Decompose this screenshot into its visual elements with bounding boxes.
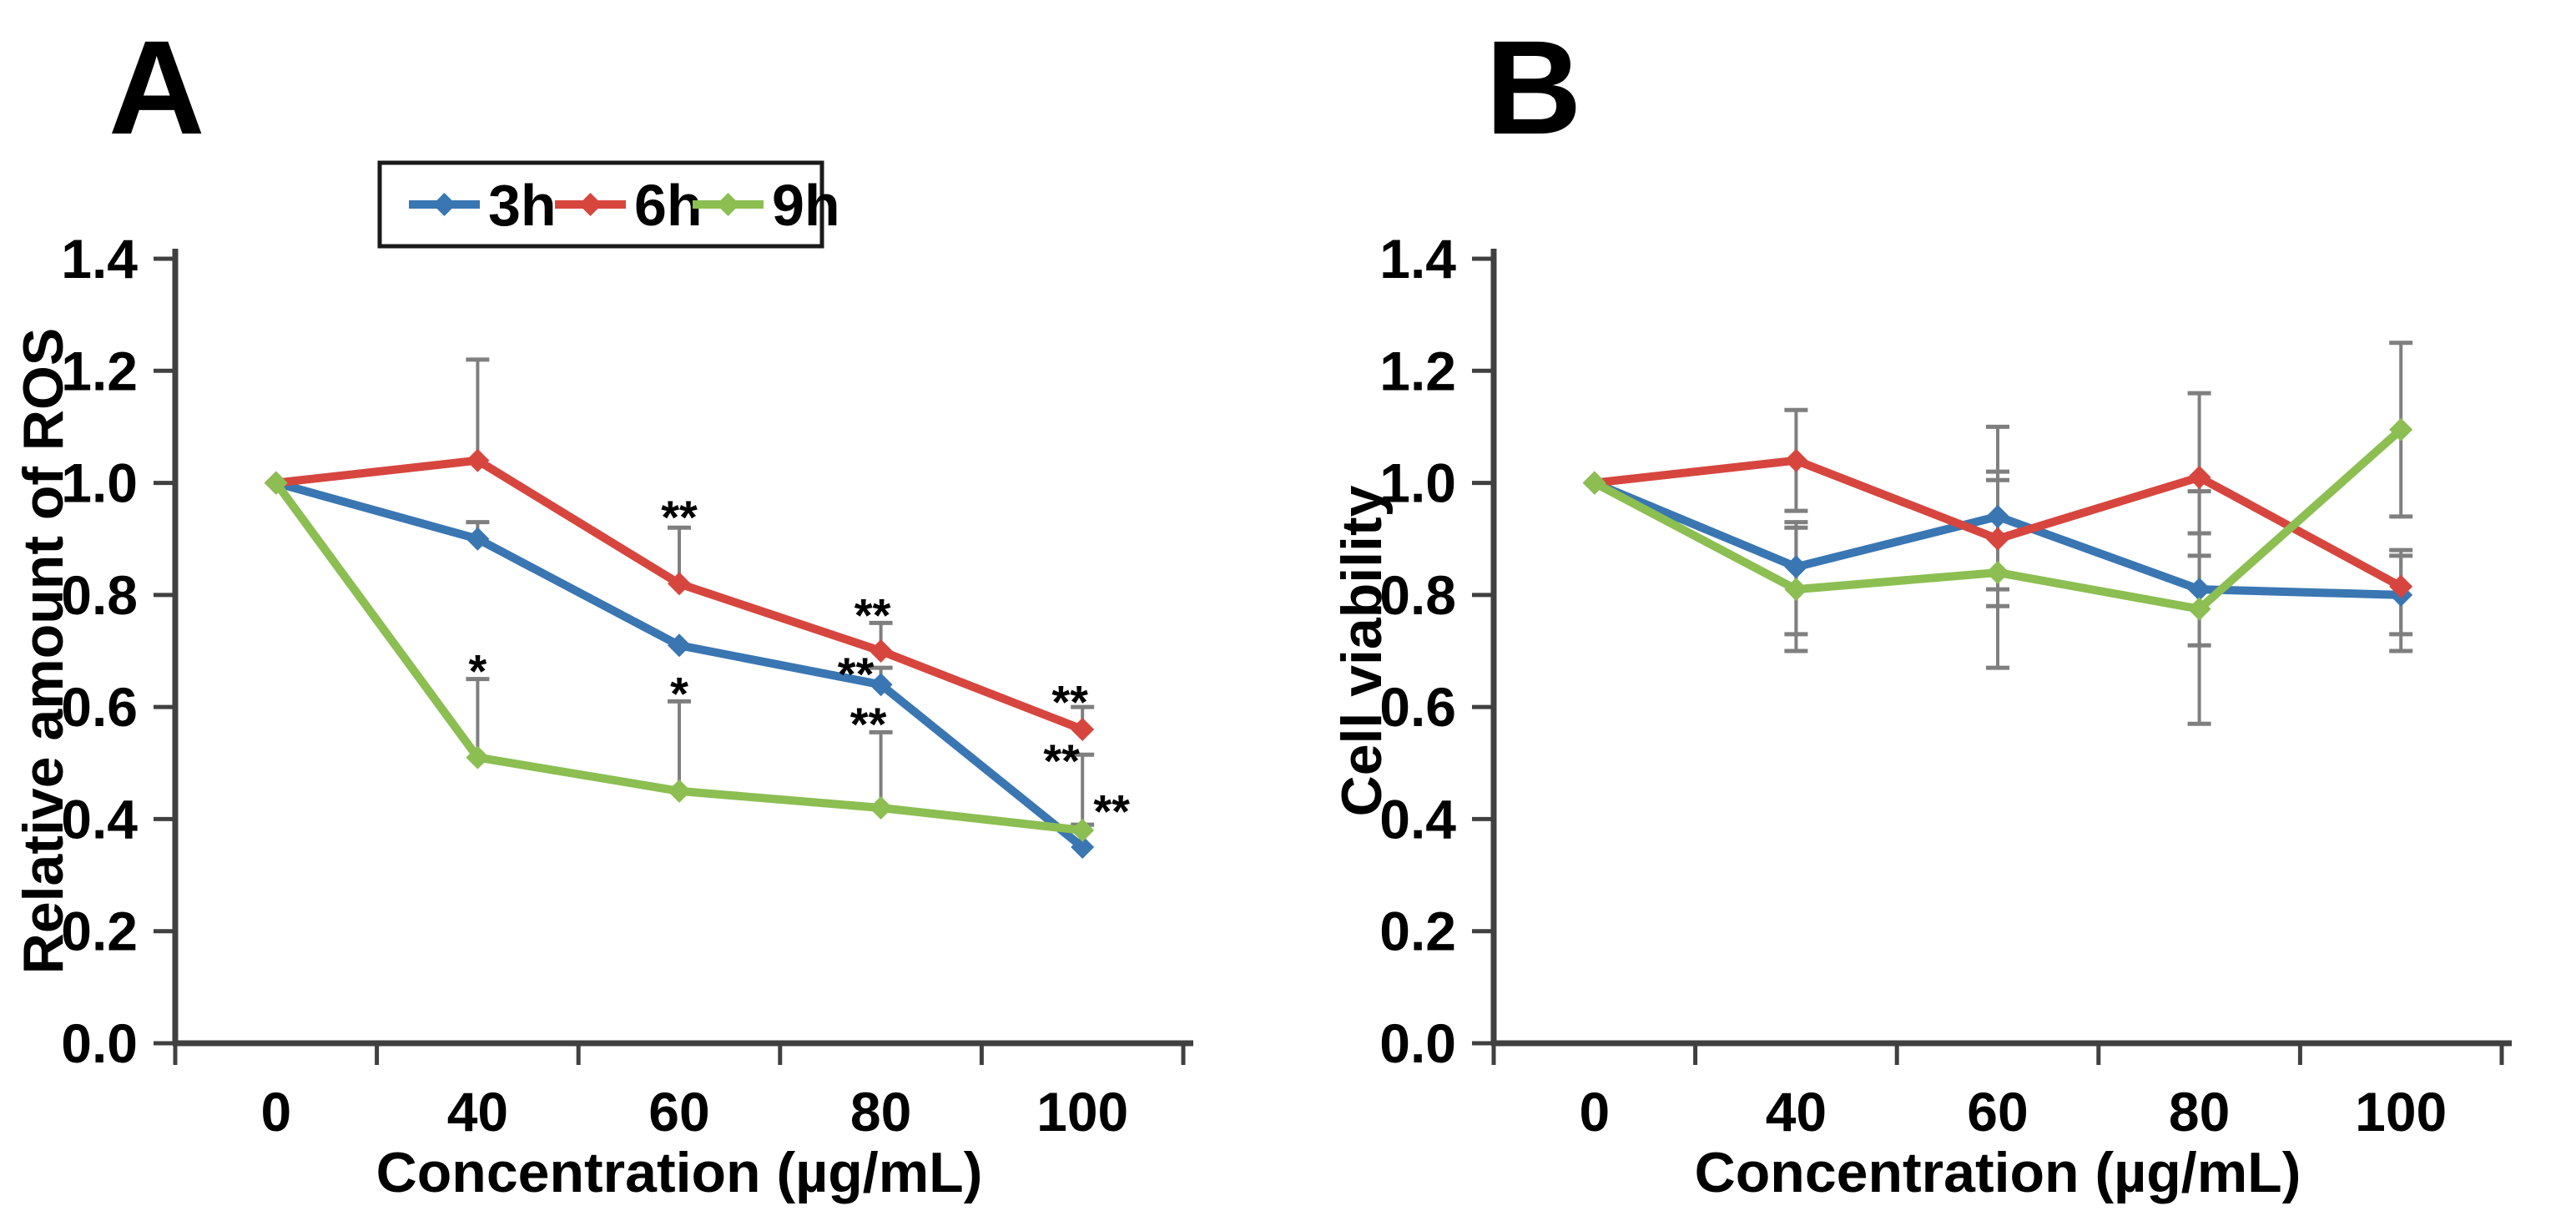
legend-label-6h: 6h <box>634 173 703 238</box>
x-tick-label: 40 <box>447 1081 508 1143</box>
legend-swatch-marker-6h <box>578 193 602 216</box>
x-tick-label: 100 <box>1036 1081 1128 1143</box>
significance-stars: ** <box>854 588 891 641</box>
significance-stars: ** <box>1043 734 1080 787</box>
y-tick-label: 1.2 <box>1379 340 1456 401</box>
significance-stars: ** <box>1093 785 1130 837</box>
x-axis-title: Concentration (µg/mL) <box>376 1141 983 1204</box>
y-tick-label: 0.0 <box>1379 1012 1456 1074</box>
y-tick-label: 1.2 <box>61 340 138 401</box>
x-axis-title: Concentration (µg/mL) <box>1695 1141 2301 1204</box>
error-bars <box>1784 341 2413 726</box>
y-tick-label: 0.6 <box>1379 676 1456 738</box>
significance-stars: ** <box>850 698 887 750</box>
significance-stars: ** <box>838 648 875 700</box>
legend: 3h 6h 9h <box>377 160 840 249</box>
y-tick-label: 0.0 <box>61 1012 138 1074</box>
x-tick-label: 60 <box>648 1081 709 1143</box>
significance-stars: * <box>469 644 487 697</box>
y-tick-label: 0.4 <box>61 788 138 850</box>
x-tick-label: 100 <box>2355 1081 2447 1143</box>
y-tick-label: 1.0 <box>61 452 138 514</box>
y-tick-label: 1.0 <box>1379 452 1456 514</box>
significance-stars: ** <box>1051 675 1088 728</box>
legend-swatch-marker-9h <box>716 193 740 216</box>
chart-panel-b: 0.0 0.2 0.4 0.6 0.8 1.0 1.2 1.4 0 40 60 80 100 Concen… <box>1330 228 2512 1204</box>
y-tick-label: 0.8 <box>61 564 138 626</box>
series-markers-9h <box>1582 417 2413 621</box>
y-tick-label: 0.8 <box>1379 564 1456 626</box>
y-tick-label: 0.6 <box>61 676 138 738</box>
y-axis-title: Cell viability <box>1330 485 1394 816</box>
significance-stars: ** <box>661 491 698 543</box>
y-tick-label: 0.2 <box>61 901 138 962</box>
significance-annotations: ********** ****** <box>469 491 1131 838</box>
panel-label-a: A <box>108 13 205 162</box>
x-tick-label: 40 <box>1766 1081 1827 1143</box>
y-tick-label: 0.4 <box>1379 788 1456 850</box>
y-axis-title: Relative amount of ROS <box>12 328 75 975</box>
series-markers-9h <box>264 471 1095 842</box>
y-tick-label: 0.2 <box>1379 901 1456 962</box>
legend-label-3h: 3h <box>488 173 557 238</box>
x-tick-label: 0 <box>260 1081 291 1143</box>
chart-panel-a: 0.0 0.2 0.4 0.6 0.8 1.0 1.2 1.4 0 40 60 80 100 Concen… <box>12 160 1193 1204</box>
legend-swatch-marker-3h <box>432 193 456 216</box>
y-tick-label: 1.4 <box>1379 228 1456 290</box>
x-tick-label: 80 <box>850 1081 911 1143</box>
panel-label-b: B <box>1485 13 1582 162</box>
x-tick-label: 0 <box>1579 1081 1610 1143</box>
axes <box>172 249 1193 1047</box>
axes <box>1490 249 2512 1047</box>
significance-stars: * <box>670 667 688 719</box>
y-tick-label: 1.4 <box>61 228 138 290</box>
x-tick-label: 80 <box>2169 1081 2230 1143</box>
legend-label-9h: 9h <box>772 173 840 238</box>
x-tick-label: 60 <box>1967 1081 2028 1143</box>
